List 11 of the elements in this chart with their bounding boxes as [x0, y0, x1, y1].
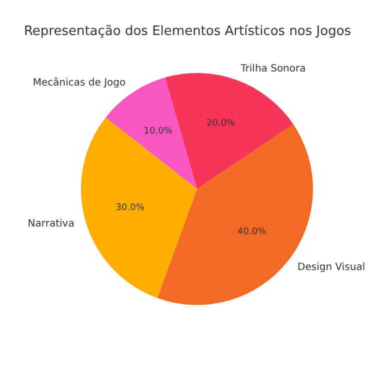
pie-slice — [81, 118, 197, 298]
chart-title: Representação dos Elementos Artísticos nos Jogos — [22, 24, 352, 39]
slice-label: Design Visual — [298, 262, 366, 274]
data-label: 10.0% — [144, 126, 173, 136]
data-label: 40.0% — [238, 226, 267, 237]
pie-slice — [106, 77, 197, 189]
data-label: 30.0% — [116, 203, 145, 214]
slice-label: Mecânicas de Jogo — [32, 78, 126, 89]
slice-label: Narrativa — [28, 218, 74, 230]
slice-label: Trilha Sonora — [240, 64, 306, 75]
data-label: 20.0% — [206, 118, 236, 129]
